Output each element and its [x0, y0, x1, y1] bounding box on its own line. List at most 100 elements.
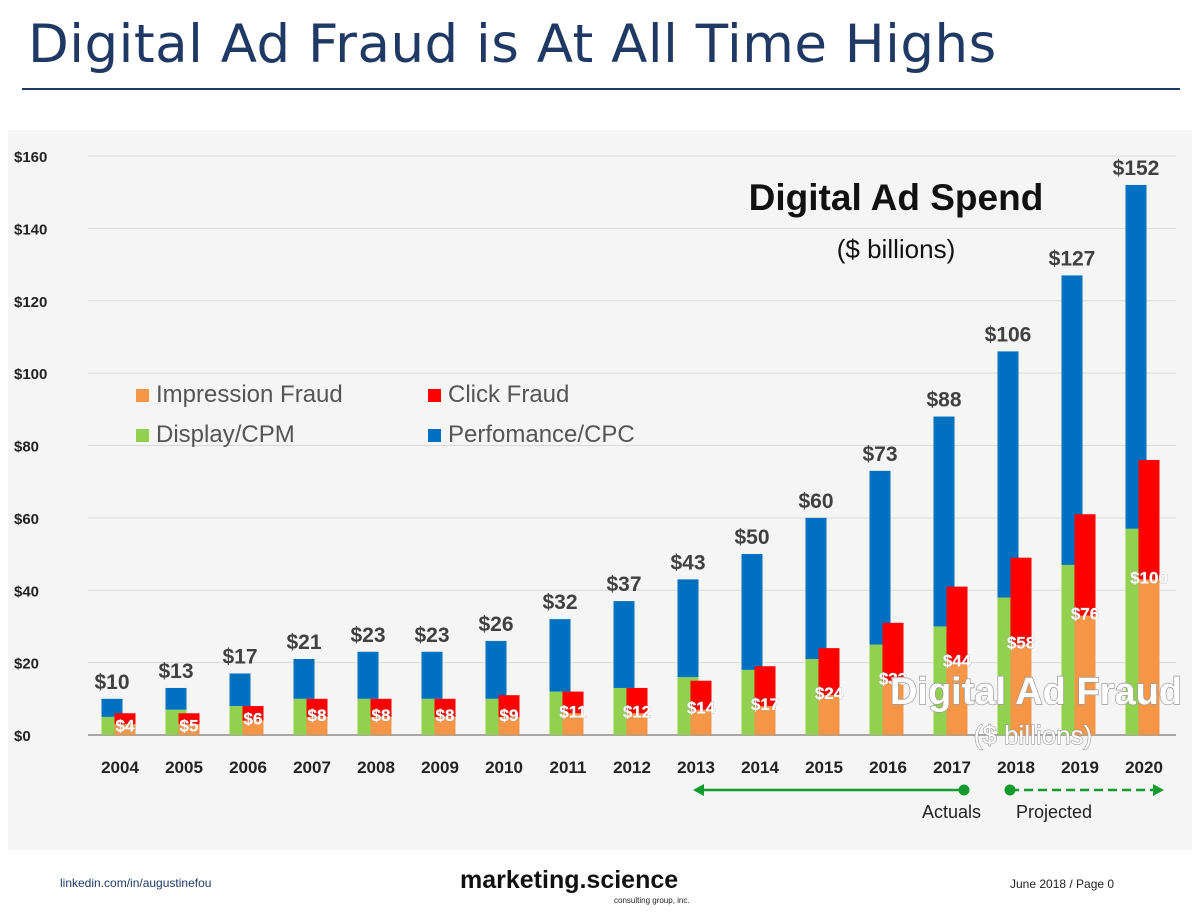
fraud-total-label: $33 — [879, 670, 907, 689]
fraud-total-label: $8 — [436, 706, 455, 725]
bar-impression-fraud-2017 — [946, 662, 968, 735]
actuals-arrow-head — [693, 784, 704, 796]
legend-label: Display/CPM — [156, 421, 295, 448]
bar-click-fraud-2008 — [370, 698, 392, 717]
spend-total-label: $32 — [542, 591, 577, 614]
spend-total-label: $23 — [350, 624, 385, 647]
title-divider — [22, 88, 1180, 90]
fraud-total-label: $6 — [244, 710, 263, 729]
fraud-total-label: $9 — [500, 706, 519, 725]
fraud-total-label: $100 — [1130, 568, 1168, 587]
bar-click-fraud-2009 — [434, 698, 456, 717]
bar-impression-fraud-2018 — [1010, 644, 1032, 735]
bar-perfomance-cpc-2011 — [549, 619, 571, 692]
legend-swatch — [428, 389, 441, 402]
bar-click-fraud-2014 — [754, 666, 776, 707]
bar-click-fraud-2007 — [306, 698, 328, 717]
bar-impression-fraud-2019 — [1074, 615, 1096, 735]
legend-swatch — [136, 389, 149, 402]
fraud-total-label: $8 — [372, 706, 391, 725]
bar-impression-fraud-2012 — [626, 713, 648, 735]
actuals-arrow-dot — [958, 784, 970, 796]
spend-total-label: $21 — [286, 631, 321, 654]
bar-impression-fraud-2008 — [370, 716, 392, 735]
x-tick-label: 2018 — [997, 758, 1035, 777]
x-tick-label: 2011 — [550, 758, 587, 777]
x-tick-label: 2010 — [485, 758, 523, 777]
bar-perfomance-cpc-2010 — [485, 640, 507, 699]
bar-perfomance-cpc-2006 — [229, 673, 251, 707]
x-tick-label: 2006 — [229, 758, 267, 777]
bar-perfomance-cpc-2014 — [741, 554, 763, 670]
fraud-total-label: $12 — [623, 702, 651, 721]
legend-label: Perfomance/CPC — [448, 421, 635, 448]
y-tick-label: $60 — [14, 511, 39, 528]
legend-swatch — [428, 429, 441, 442]
bar-impression-fraud-2009 — [434, 716, 456, 735]
y-tick-label: $100 — [14, 366, 47, 383]
fraud-total-label: $5 — [180, 716, 199, 735]
spend-total-label: $73 — [862, 443, 897, 466]
bar-perfomance-cpc-2004 — [101, 698, 123, 717]
spend-total-label: $23 — [414, 624, 449, 647]
spend-total-label: $60 — [798, 490, 833, 513]
spend-unit: ($ billions) — [837, 234, 956, 264]
x-tick-label: 2015 — [805, 758, 843, 777]
spend-total-label: $152 — [1113, 157, 1160, 180]
bar-impression-fraud-2011 — [562, 713, 584, 735]
fraud-total-label: $17 — [751, 695, 779, 714]
y-tick-label: $160 — [14, 149, 47, 166]
projected-label: Projected — [1016, 802, 1092, 822]
y-tick-label: $40 — [14, 583, 39, 600]
spend-total-label: $10 — [94, 671, 129, 694]
y-tick-label: $20 — [14, 656, 39, 673]
bar-impression-fraud-2013 — [690, 709, 712, 735]
bar-impression-fraud-2006 — [242, 720, 264, 735]
x-tick-label: 2019 — [1061, 758, 1099, 777]
bar-click-fraud-2016 — [882, 622, 904, 681]
spend-total-label: $88 — [926, 389, 961, 412]
bar-perfomance-cpc-2012 — [613, 601, 635, 688]
bar-click-fraud-2015 — [818, 648, 840, 696]
spend-total-label: $127 — [1049, 247, 1096, 270]
bar-click-fraud-2004 — [114, 713, 136, 725]
fraud-total-label: $44 — [943, 652, 972, 671]
fraud-total-label: $76 — [1071, 605, 1099, 624]
bar-impression-fraud-2004 — [114, 724, 136, 735]
bar-click-fraud-2010 — [498, 695, 520, 717]
bar-impression-fraud-2015 — [818, 695, 840, 735]
legend-swatch — [136, 429, 149, 442]
fraud-total-label: $8 — [308, 706, 327, 725]
spend-total-label: $50 — [734, 526, 769, 549]
bar-perfomance-cpc-2008 — [357, 651, 379, 699]
x-tick-label: 2012 — [613, 758, 651, 777]
bar-perfomance-cpc-2013 — [677, 579, 699, 678]
projected-arrow-head — [1153, 784, 1164, 796]
bar-perfomance-cpc-2017 — [933, 416, 955, 627]
page-title: Digital Ad Fraud is At All Time Highs — [28, 14, 997, 75]
bar-click-fraud-2006 — [242, 706, 264, 721]
footer-date: June 2018 / Page 0 — [1010, 877, 1115, 891]
legend-label: Click Fraud — [448, 381, 569, 408]
footer-linkedin-link[interactable]: linkedin.com/in/augustinefou — [60, 876, 212, 890]
bar-click-fraud-2013 — [690, 680, 712, 710]
bar-click-fraud-2005 — [178, 713, 200, 725]
x-tick-label: 2007 — [293, 758, 331, 777]
y-tick-label: $140 — [14, 221, 47, 238]
bar-impression-fraud-2020 — [1138, 579, 1160, 735]
fraud-total-label: $11 — [559, 702, 586, 721]
bar-perfomance-cpc-2009 — [421, 651, 443, 699]
x-tick-label: 2020 — [1125, 758, 1163, 777]
bar-perfomance-cpc-2007 — [293, 659, 315, 699]
bar-impression-fraud-2016 — [882, 680, 904, 735]
x-tick-label: 2009 — [421, 758, 459, 777]
fraud-title: Digital Ad Fraud — [890, 671, 1182, 713]
x-tick-label: 2016 — [869, 758, 907, 777]
bar-click-fraud-2017 — [946, 586, 968, 663]
spend-total-label: $43 — [670, 551, 705, 574]
fraud-total-label: $24 — [815, 684, 844, 703]
bar-perfomance-cpc-2020 — [1125, 184, 1147, 529]
x-tick-label: 2008 — [357, 758, 395, 777]
y-tick-label: $0 — [14, 728, 31, 745]
fraud-unit: ($ billions) — [974, 720, 1093, 750]
